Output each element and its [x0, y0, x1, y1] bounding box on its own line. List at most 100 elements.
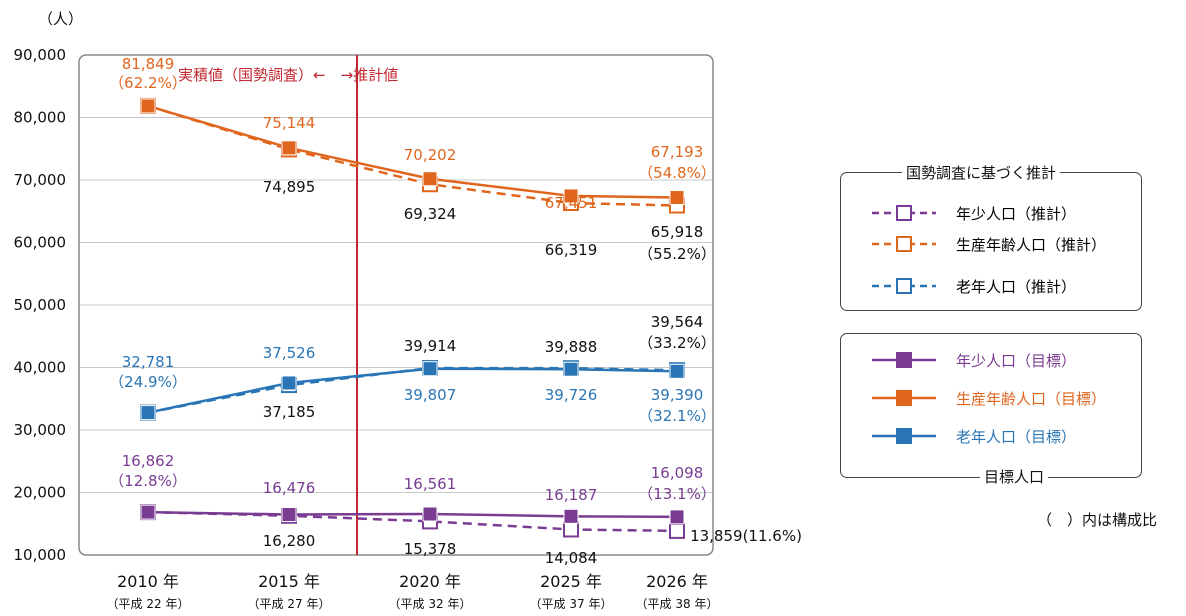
x-tick-label: 2025 年 — [540, 572, 602, 591]
x-tick-sublabel: （平成 37 年） — [530, 597, 613, 611]
data-label: 15,378 — [404, 540, 457, 558]
data-label: 67,193 — [651, 143, 704, 161]
series-marker — [422, 506, 438, 522]
data-label: 39,888 — [545, 338, 598, 356]
divider-label: 実積値（国勢調査）← →推計値 — [178, 66, 398, 84]
series-marker — [422, 171, 438, 187]
legend-item-elderly-target: 老年人口（目標） — [870, 424, 1076, 448]
series-marker — [140, 405, 156, 421]
data-label: （54.8%） — [638, 164, 716, 182]
legend-label: 生産年齢人口（推計） — [956, 235, 1107, 254]
data-label: （62.2%） — [109, 74, 187, 92]
composition-note: （ ）内は構成比 — [1037, 511, 1158, 529]
y-tick-label: 40,000 — [14, 359, 67, 377]
data-label: 69,324 — [404, 205, 457, 223]
series-marker — [669, 509, 685, 525]
data-label: （12.8%） — [109, 472, 187, 490]
legend-projection-box — [840, 172, 1142, 311]
legend-target-box — [840, 333, 1142, 478]
y-tick-label: 60,000 — [14, 234, 67, 252]
legend-label: 老年人口（目標） — [956, 427, 1077, 446]
legend-marker — [872, 390, 936, 406]
data-label: 39,807 — [404, 386, 457, 404]
series-marker — [140, 504, 156, 520]
data-label: 37,185 — [263, 403, 316, 421]
data-label: 16,476 — [263, 479, 316, 497]
series-marker — [669, 190, 685, 206]
series-group — [140, 97, 685, 539]
data-label: 16,098 — [651, 464, 704, 482]
legend-target-title: 目標人口 — [980, 466, 1049, 487]
x-tick-sublabel: （平成 22 年） — [107, 597, 190, 611]
x-tick-sublabel: （平成 32 年） — [389, 597, 472, 611]
data-label: （32.1%） — [638, 407, 716, 425]
series-marker — [281, 140, 297, 156]
legend-item-elderly-projection: 老年人口（推計） — [870, 274, 1076, 298]
x-tick-sublabel: （平成 38 年） — [636, 597, 719, 611]
data-label: 32,781 — [122, 353, 175, 371]
data-label: 16,862 — [122, 452, 175, 470]
data-label: 75,144 — [263, 114, 316, 132]
x-tick-label: 2020 年 — [399, 572, 461, 591]
x-axis-categories: 2010 年 （平成 22 年） 2015 年 （平成 27 年） 2020 年 （平成 … — [107, 572, 719, 611]
data-label: 16,561 — [404, 475, 457, 493]
legend-item-youth-target: 年少人口（目標） — [870, 348, 1076, 372]
data-label: 14,084 — [545, 549, 598, 567]
legend-marker — [872, 278, 936, 294]
legend-item-working-target: 生産年齢人口（目標） — [870, 386, 1106, 410]
data-label: 39,726 — [545, 386, 598, 404]
legend-marker — [872, 236, 936, 252]
gridlines — [80, 117, 712, 493]
x-tick-label: 2015 年 — [258, 572, 320, 591]
data-label: 81,849 — [122, 55, 175, 73]
x-tick-label: 2026 年 — [646, 572, 708, 591]
data-label: 37,526 — [263, 344, 316, 362]
series-marker — [281, 375, 297, 391]
x-tick-label: 2010 年 — [117, 572, 179, 591]
legend-marker — [872, 205, 936, 221]
series-marker — [563, 188, 579, 204]
legend-label: 年少人口（目標） — [956, 351, 1077, 370]
y-tick-label: 20,000 — [14, 484, 67, 502]
y-tick-label: 30,000 — [14, 421, 67, 439]
legend-label: 年少人口（推計） — [956, 204, 1077, 223]
data-label: 39,914 — [404, 337, 457, 355]
data-label: （24.9%） — [109, 373, 187, 391]
y-axis-ticks: 10,000 20,000 30,000 40,000 50,000 60,000 70,0… — [14, 46, 67, 564]
y-tick-label: 10,000 — [14, 546, 67, 564]
legend-marker — [872, 352, 936, 368]
legend-item-working-projection: 生産年齢人口（推計） — [870, 232, 1106, 256]
x-tick-sublabel: （平成 27 年） — [248, 597, 331, 611]
series-marker — [281, 507, 297, 523]
series-marker — [669, 363, 685, 379]
series-marker — [563, 361, 579, 377]
data-label: 39,390 — [651, 386, 704, 404]
series-marker — [563, 508, 579, 524]
data-label: （55.2%） — [638, 245, 716, 263]
data-label: 13,859(11.6%) — [690, 527, 802, 545]
y-tick-label: 90,000 — [14, 46, 67, 64]
y-tick-label: 70,000 — [14, 171, 67, 189]
y-tick-label: 50,000 — [14, 296, 67, 314]
data-label: （33.2%） — [638, 334, 716, 352]
data-label: 16,187 — [545, 486, 598, 504]
legend-projection-title: 国勢調査に基づく推計 — [902, 162, 1061, 183]
legend-label: 老年人口（推計） — [956, 277, 1077, 296]
y-tick-label: 80,000 — [14, 109, 67, 127]
data-label: （13.1%） — [638, 485, 716, 503]
y-axis-unit: （人） — [38, 10, 83, 28]
data-label: 66,319 — [545, 241, 598, 259]
data-labels: 81,849（62.2%） 75,144 74,895 70,202 69,324 67,… — [109, 55, 802, 567]
series-marker — [669, 522, 685, 539]
data-label: 67,451 — [545, 194, 598, 212]
series-marker — [563, 521, 579, 538]
legend-label: 生産年齢人口（目標） — [956, 389, 1107, 408]
data-label: 70,202 — [404, 146, 457, 164]
legend-item-youth-projection: 年少人口（推計） — [870, 201, 1076, 225]
data-label: 74,895 — [263, 178, 316, 196]
data-label: 39,564 — [651, 313, 704, 331]
data-label: 65,918 — [651, 223, 704, 241]
data-label: 16,280 — [263, 532, 316, 550]
series-marker — [422, 361, 438, 377]
